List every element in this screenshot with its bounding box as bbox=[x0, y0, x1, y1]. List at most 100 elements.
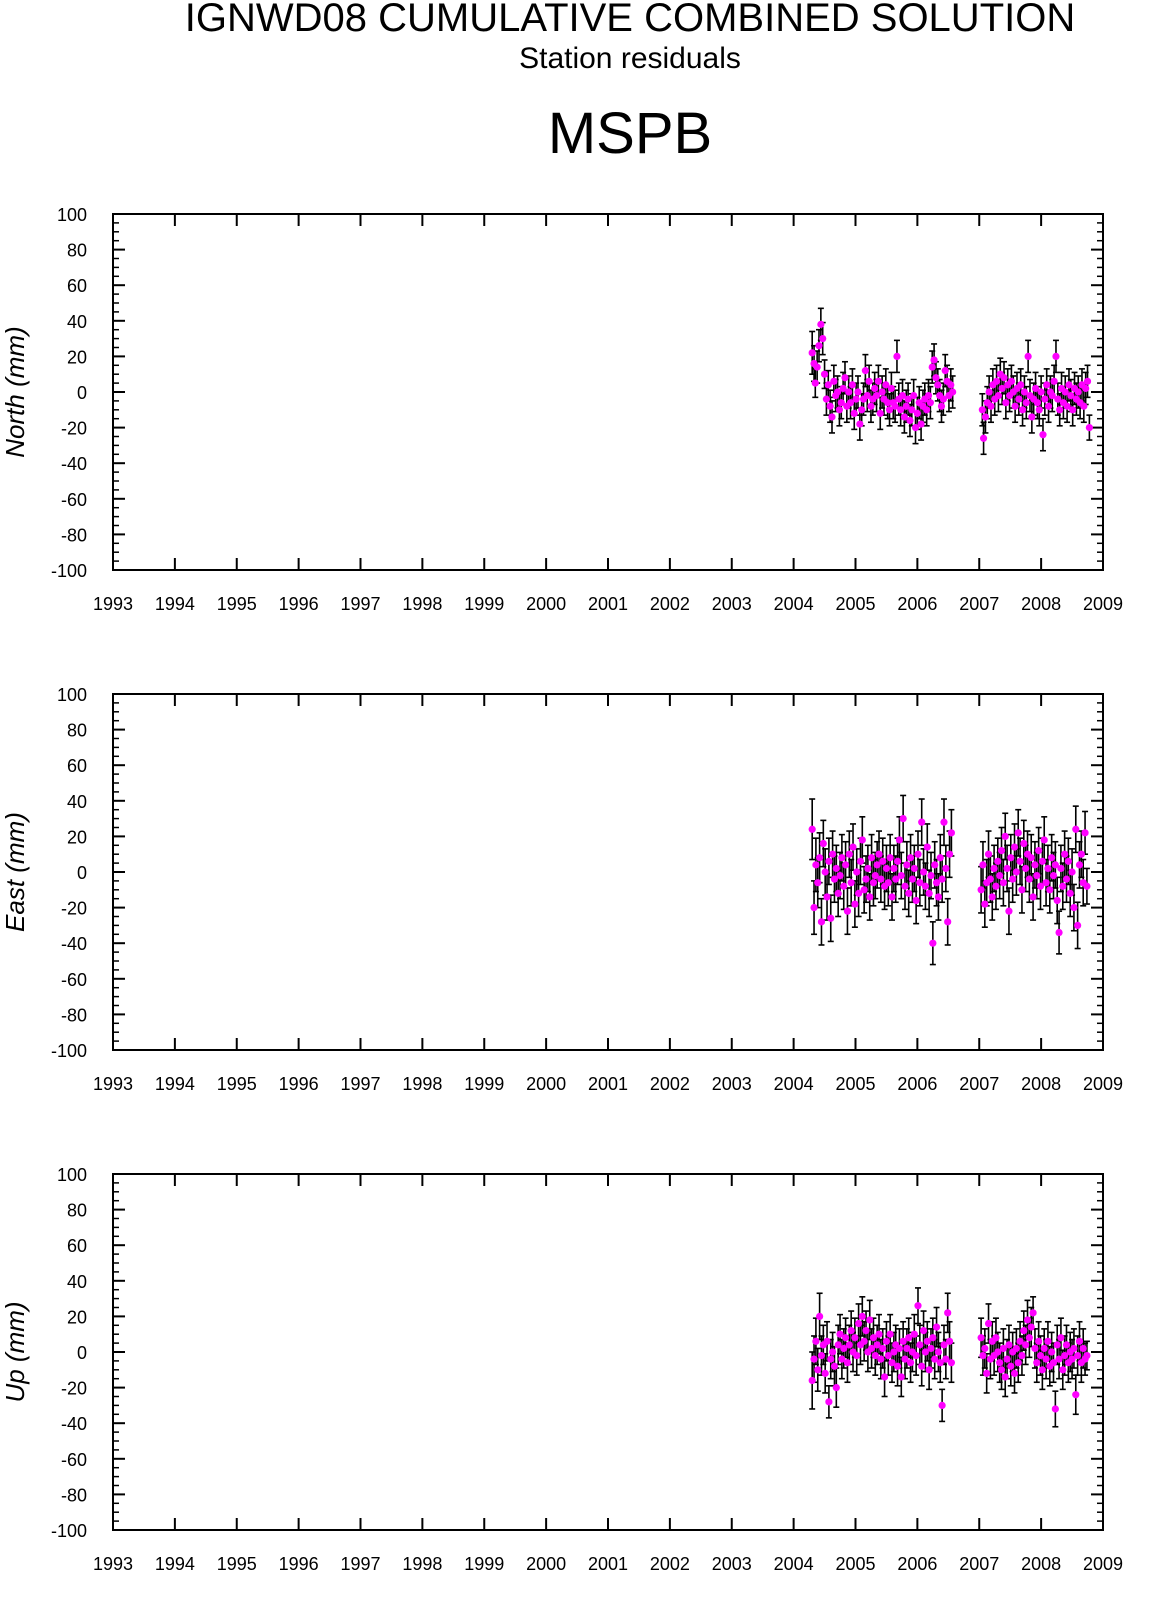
data-point bbox=[878, 388, 886, 396]
data-point bbox=[886, 1330, 894, 1338]
y-tick-label: -20 bbox=[61, 419, 87, 439]
data-point bbox=[836, 1330, 844, 1338]
data-point bbox=[941, 367, 949, 375]
data-point bbox=[938, 1401, 946, 1409]
data-point bbox=[1068, 1355, 1076, 1363]
data-point bbox=[1020, 388, 1029, 396]
data-point bbox=[853, 868, 861, 876]
data-point bbox=[830, 1362, 839, 1370]
data-point bbox=[1049, 871, 1058, 880]
y-tick-label: -20 bbox=[61, 899, 87, 919]
data-point bbox=[1075, 861, 1084, 869]
data-point bbox=[977, 1334, 985, 1342]
data-point bbox=[1025, 1334, 1033, 1342]
data-point bbox=[934, 381, 942, 389]
data-point bbox=[925, 1366, 933, 1374]
data-point bbox=[916, 1341, 924, 1349]
y-tick-label: 0 bbox=[77, 1343, 87, 1363]
x-tick-label: 2001 bbox=[588, 1554, 628, 1574]
data-point bbox=[814, 1366, 822, 1374]
data-point bbox=[884, 399, 892, 407]
data-point bbox=[947, 829, 956, 837]
data-point bbox=[830, 377, 838, 385]
data-point bbox=[836, 871, 844, 880]
data-point bbox=[816, 1312, 824, 1320]
data-point bbox=[824, 381, 832, 389]
data-point bbox=[942, 864, 950, 873]
y-tick-label: -80 bbox=[61, 1005, 87, 1025]
data-point bbox=[1029, 893, 1037, 901]
data-point bbox=[1061, 850, 1069, 858]
y-tick-label: 40 bbox=[67, 792, 87, 812]
x-tick-label: 1999 bbox=[464, 594, 504, 614]
data-point bbox=[847, 1327, 855, 1335]
x-tick-label: 1999 bbox=[464, 1554, 504, 1574]
data-point bbox=[829, 1348, 837, 1356]
data-point bbox=[1001, 1373, 1009, 1381]
x-tick-label: 2009 bbox=[1083, 1074, 1123, 1094]
plot-frame-1 bbox=[112, 693, 1104, 1051]
y-tick-label: 100 bbox=[57, 1165, 87, 1185]
y-tick-label: -60 bbox=[61, 970, 87, 990]
data-point bbox=[918, 818, 926, 826]
data-point bbox=[890, 864, 898, 873]
data-point bbox=[808, 1376, 816, 1385]
data-point bbox=[1037, 388, 1045, 396]
data-point bbox=[983, 1369, 991, 1377]
data-point bbox=[910, 1330, 918, 1338]
data-point bbox=[869, 879, 878, 887]
data-point bbox=[1031, 384, 1040, 393]
data-point bbox=[899, 1337, 907, 1345]
data-point bbox=[885, 406, 894, 414]
data-point bbox=[816, 854, 824, 862]
data-point bbox=[1012, 1344, 1020, 1353]
data-point bbox=[832, 1384, 840, 1392]
data-point bbox=[1077, 850, 1085, 858]
data-point bbox=[923, 406, 931, 414]
data-point bbox=[1022, 1341, 1030, 1349]
data-point bbox=[1007, 377, 1016, 385]
data-point bbox=[867, 1344, 876, 1353]
data-point bbox=[1074, 1351, 1082, 1360]
y-tick-label: 60 bbox=[67, 756, 87, 776]
data-point bbox=[877, 875, 885, 883]
y-tick-label: 0 bbox=[77, 863, 87, 883]
y-tick-label: 80 bbox=[67, 1201, 87, 1221]
data-point bbox=[929, 1334, 937, 1342]
x-tick-label: 2000 bbox=[526, 1074, 566, 1094]
data-point bbox=[1057, 864, 1065, 873]
x-tick-label: 2007 bbox=[959, 1074, 999, 1094]
data-point bbox=[832, 864, 840, 873]
x-tick-label: 2005 bbox=[835, 1074, 875, 1094]
y-tick-label: -60 bbox=[61, 1450, 87, 1470]
data-point bbox=[877, 1355, 885, 1363]
data-point bbox=[919, 1327, 928, 1335]
data-point bbox=[852, 395, 860, 403]
data-point bbox=[884, 879, 892, 887]
data-point bbox=[875, 850, 883, 858]
data-point bbox=[1022, 864, 1030, 873]
x-tick-label: 1994 bbox=[155, 1554, 195, 1574]
data-point bbox=[827, 914, 835, 922]
data-point bbox=[902, 402, 910, 410]
data-point bbox=[835, 406, 844, 414]
data-point bbox=[1056, 406, 1064, 414]
data-point bbox=[893, 1362, 902, 1370]
data-point bbox=[872, 391, 881, 400]
data-point bbox=[1035, 1337, 1043, 1345]
station-name: MSPB bbox=[547, 101, 713, 166]
data-point bbox=[923, 1337, 931, 1345]
data-point bbox=[847, 879, 855, 887]
data-point bbox=[882, 864, 891, 873]
data-point bbox=[866, 1316, 874, 1324]
data-point bbox=[908, 875, 917, 883]
data-point bbox=[928, 363, 936, 371]
data-point bbox=[1003, 1355, 1011, 1363]
y-tick-label: -40 bbox=[61, 454, 87, 474]
x-tick-label: 2006 bbox=[897, 1554, 937, 1574]
data-point bbox=[1044, 864, 1052, 873]
data-point bbox=[1048, 391, 1056, 400]
data-point bbox=[1046, 886, 1054, 894]
data-point bbox=[899, 815, 907, 823]
data-point bbox=[867, 854, 876, 862]
